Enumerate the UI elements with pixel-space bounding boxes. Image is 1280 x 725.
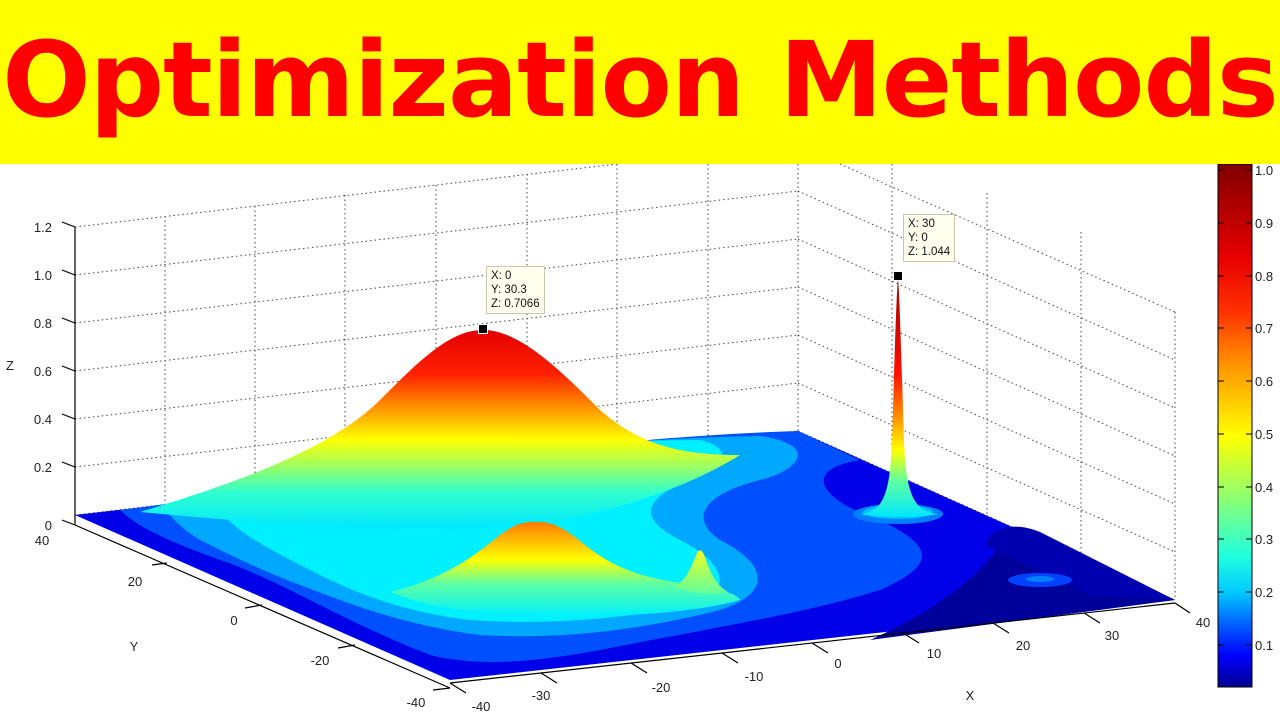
datatip-z: Z: 1.044	[908, 246, 951, 258]
svg-text:20: 20	[128, 574, 142, 589]
svg-text:0.6: 0.6	[34, 364, 52, 379]
svg-text:10: 10	[927, 646, 941, 661]
z-axis-label: Z	[6, 358, 14, 373]
svg-text:30: 30	[1105, 628, 1119, 643]
svg-text:0.8: 0.8	[1255, 269, 1273, 284]
svg-text:0: 0	[230, 613, 237, 628]
banner-title: Optimization Methods	[2, 19, 1279, 141]
svg-text:1.0: 1.0	[1255, 164, 1273, 178]
svg-text:-30: -30	[532, 688, 551, 703]
title-banner: Optimization Methods	[0, 0, 1280, 164]
svg-text:0.3: 0.3	[1255, 532, 1273, 547]
datatip-y: Y: 0	[908, 232, 928, 244]
svg-text:0: 0	[834, 656, 841, 671]
y-tick-labels: 40 20 0 -20 -40	[35, 533, 426, 710]
svg-text:0.5: 0.5	[1255, 427, 1273, 442]
datatip-peak-2[interactable]: X: 30 Y: 0 Z: 1.044	[903, 214, 956, 262]
svg-text:0.6: 0.6	[1255, 374, 1273, 389]
x-axis-label: X	[966, 688, 975, 703]
datatip-marker-2[interactable]	[893, 271, 903, 281]
colorbar: 1.0 0.9 0.8 0.7 0.6 0.5 0.4 0.3 0.2 0.1	[1217, 163, 1273, 688]
svg-text:0.7: 0.7	[1255, 321, 1273, 336]
svg-text:1.2: 1.2	[34, 220, 52, 235]
svg-text:0.2: 0.2	[34, 460, 52, 475]
datatip-x: X: 0	[491, 270, 512, 282]
datatip-x: X: 30	[908, 218, 935, 230]
plot-canvas: 0 0.2 0.4 0.6 0.8 1.0 1.2 Z 40 20 0 -20 …	[6, 142, 1273, 714]
svg-text:-20: -20	[311, 653, 330, 668]
svg-text:40: 40	[1196, 615, 1210, 630]
axes-lines	[61, 221, 1191, 694]
colorbar-tick-labels: 1.0 0.9 0.8 0.7 0.6 0.5 0.4 0.3 0.2 0.1	[1255, 163, 1273, 653]
datatip-peak-1[interactable]: X: 0 Y: 30.3 Z: 0.7066	[486, 266, 545, 314]
y-axis-label: Y	[130, 639, 139, 654]
svg-text:0.4: 0.4	[1255, 480, 1273, 495]
svg-text:0.9: 0.9	[1255, 216, 1273, 231]
surface-plot: 0 0.2 0.4 0.6 0.8 1.0 1.2 Z 40 20 0 -20 …	[0, 142, 1280, 720]
svg-text:20: 20	[1016, 638, 1030, 653]
svg-text:-10: -10	[745, 669, 764, 684]
svg-text:-40: -40	[472, 699, 491, 714]
x-tick-labels: -40 -30 -20 -10 0 10 20 30 40	[472, 615, 1211, 714]
svg-text:-20: -20	[652, 680, 671, 695]
svg-text:0.4: 0.4	[34, 412, 52, 427]
datatip-y: Y: 30.3	[491, 284, 527, 296]
z-tick-labels: 0 0.2 0.4 0.6 0.8 1.0 1.2	[34, 220, 52, 533]
svg-text:0.1: 0.1	[1255, 638, 1273, 653]
right-wall-grid	[797, 163, 1176, 601]
svg-text:40: 40	[35, 533, 49, 548]
svg-text:0: 0	[45, 518, 52, 533]
svg-text:1.0: 1.0	[34, 268, 52, 283]
surface	[75, 278, 1175, 680]
svg-text:0.8: 0.8	[34, 316, 52, 331]
datatip-z: Z: 0.7066	[491, 298, 540, 310]
svg-text:0.2: 0.2	[1255, 585, 1273, 600]
datatip-marker-1[interactable]	[478, 324, 488, 334]
svg-text:-40: -40	[407, 695, 426, 710]
